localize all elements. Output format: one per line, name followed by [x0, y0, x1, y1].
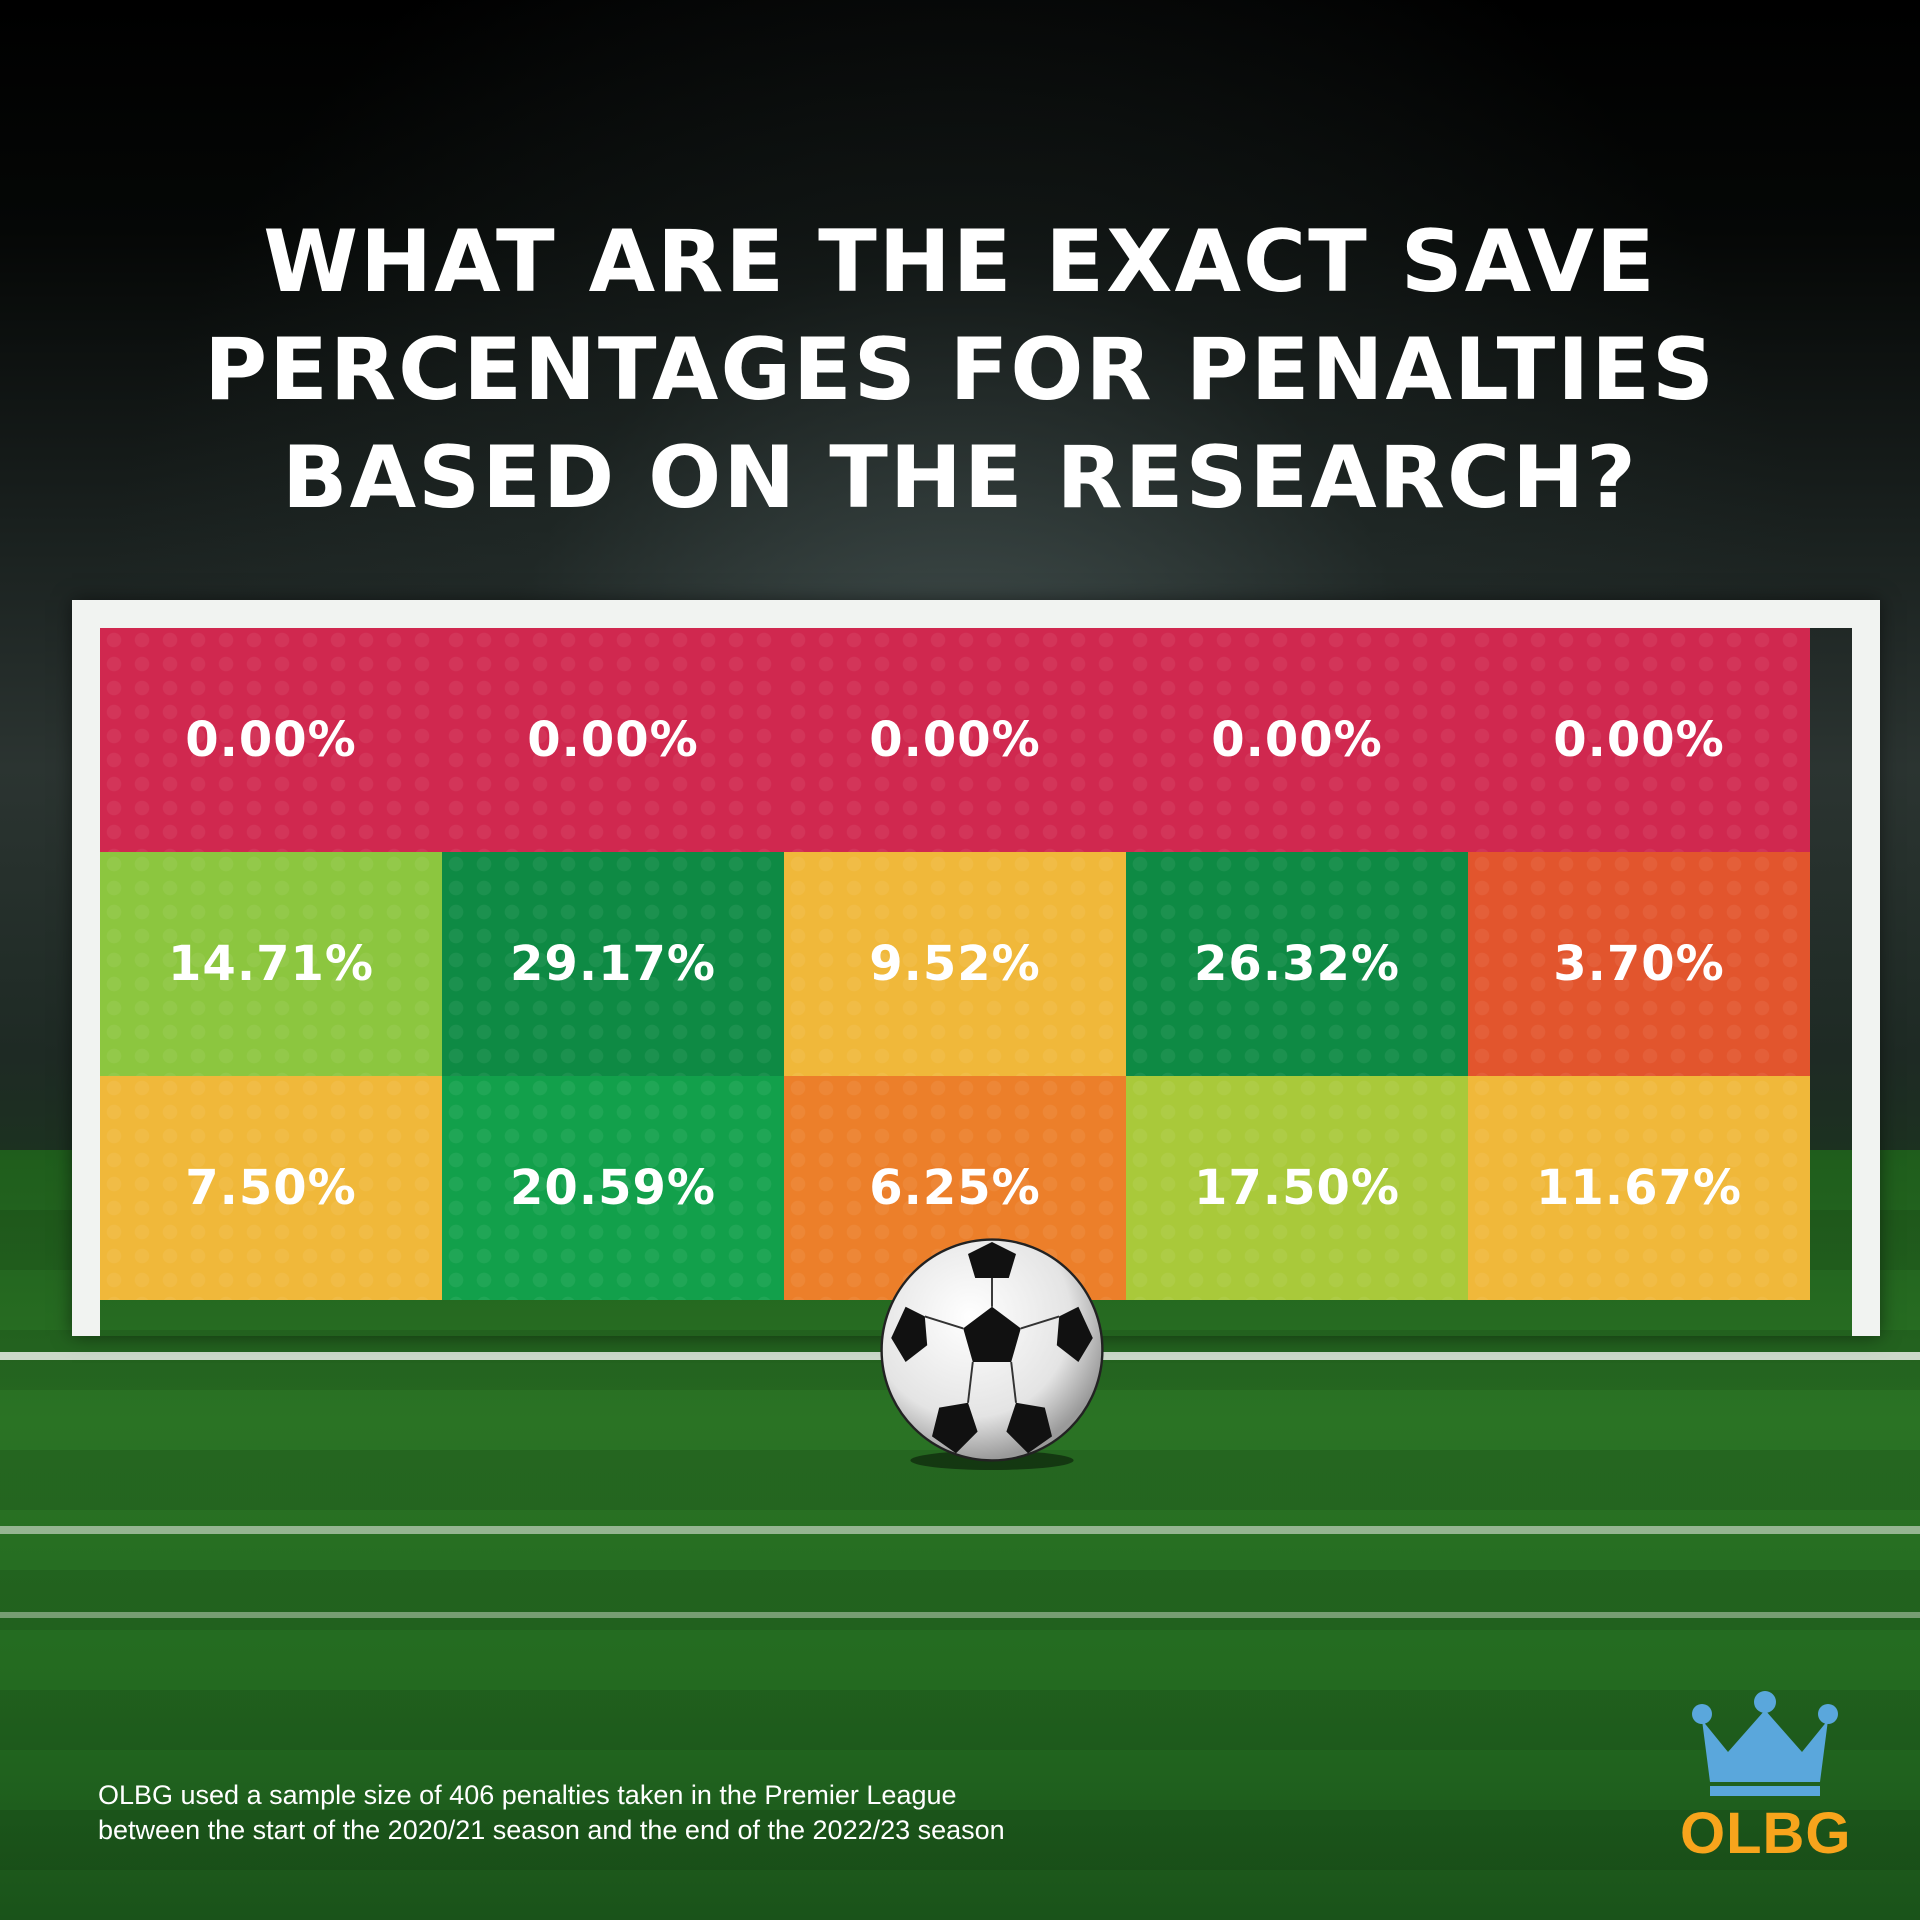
heatmap-cell-bottom-1: 7.50%: [100, 1076, 442, 1300]
title-line: PERCENTAGES FOR PENALTIES: [204, 319, 1716, 420]
heatmap-cell-top-1: 0.00%: [100, 628, 442, 852]
logo-text: OLBG: [1680, 1801, 1852, 1866]
title-line: WHAT ARE THE EXACT SAVE: [263, 211, 1657, 312]
heatmap-cell-top-5: 0.00%: [1468, 628, 1810, 852]
heatmap-cell-middle-5: 3.70%: [1468, 852, 1810, 1076]
heatmap-cell-bottom-2: 20.59%: [442, 1076, 784, 1300]
heatmap-cell-top-3: 0.00%: [784, 628, 1126, 852]
crown-icon: [1692, 1691, 1838, 1796]
heatmap-row-top: 0.00% 0.00% 0.00% 0.00% 0.00%: [100, 628, 1810, 852]
heatmap-cell-top-2: 0.00%: [442, 628, 784, 852]
heatmap-cell-bottom-4: 17.50%: [1126, 1076, 1468, 1300]
footnote-line: between the start of the 2020/21 season …: [98, 1815, 1005, 1845]
heatmap-cell-bottom-3: 6.25%: [784, 1076, 1126, 1300]
heatmap-row-middle: 14.71% 29.17% 9.52% 26.32% 3.70%: [100, 852, 1810, 1076]
football-icon: [880, 1238, 1104, 1470]
heatmap-cell-middle-3: 9.52%: [784, 852, 1126, 1076]
six-yard-line: [0, 1526, 1920, 1534]
title-line: BASED ON THE RESEARCH?: [282, 427, 1638, 528]
box-line: [0, 1612, 1920, 1618]
save-percentage-heatmap: 0.00% 0.00% 0.00% 0.00% 0.00% 14.71% 29.17% 9.…: [100, 628, 1810, 1300]
footnote: OLBG used a sample size of 406 penalties…: [98, 1778, 1298, 1848]
chart-title: WHAT ARE THE EXACT SAVE PERCENTAGES FOR …: [110, 208, 1810, 532]
goal-frame: [72, 600, 1880, 1336]
heatmap-cell-middle-2: 29.17%: [442, 852, 784, 1076]
heatmap-cell-bottom-5: 11.67%: [1468, 1076, 1810, 1300]
heatmap-cell-middle-1: 14.71%: [100, 852, 442, 1076]
heatmap-cell-top-4: 0.00%: [1126, 628, 1468, 852]
heatmap-cell-middle-4: 26.32%: [1126, 852, 1468, 1076]
olbg-logo: OLBG: [1680, 1690, 1851, 1866]
heatmap-row-bottom: 7.50% 20.59% 6.25% 17.50% 11.67%: [100, 1076, 1810, 1300]
footnote-line: OLBG used a sample size of 406 penalties…: [98, 1780, 957, 1810]
